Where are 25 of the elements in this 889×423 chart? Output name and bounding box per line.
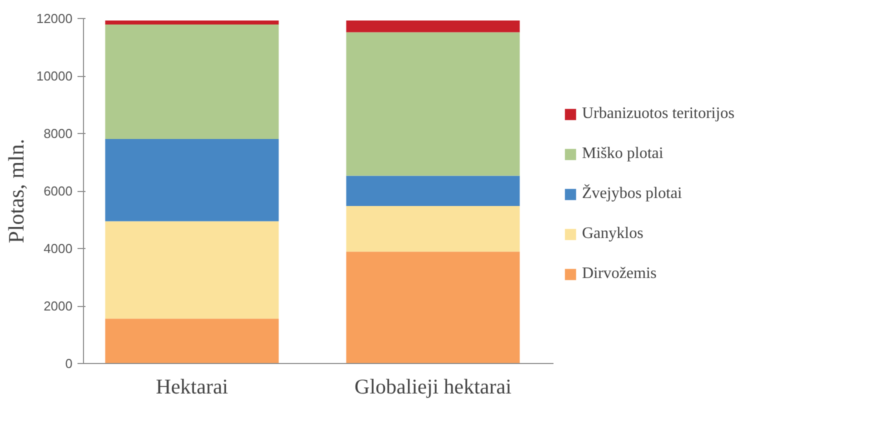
y-tick-label: 12000 <box>36 11 73 26</box>
bar <box>346 252 520 364</box>
y-tick-label: 4000 <box>44 241 72 256</box>
bar <box>346 32 520 176</box>
legend-label: Miško plotai <box>582 145 664 163</box>
legend-label: Urbanizuotos teritorijos <box>582 105 734 123</box>
bar <box>346 20 520 32</box>
y-tick-label: 6000 <box>44 184 72 198</box>
bar <box>105 318 279 364</box>
y-tick-label: 8000 <box>44 126 72 141</box>
y-tick-label: 2000 <box>44 298 72 314</box>
legend-label: Žvejybos plotai <box>582 185 682 203</box>
y-tick-label: 10000 <box>36 68 73 84</box>
y-axis-title: Plotas, mln. <box>3 138 28 244</box>
bar <box>346 176 520 206</box>
y-tick-label: 0 <box>65 356 73 371</box>
bar <box>105 20 279 25</box>
legend-label: Dirvožemis <box>582 265 657 283</box>
bar <box>105 24 279 139</box>
x-tick-label: Hektarai <box>156 374 228 398</box>
x-tick-label: Globalieji hektarai <box>354 374 512 398</box>
bar <box>346 206 520 252</box>
bar <box>105 221 279 319</box>
legend-label: Ganyklos <box>582 225 644 243</box>
bar <box>105 138 279 222</box>
